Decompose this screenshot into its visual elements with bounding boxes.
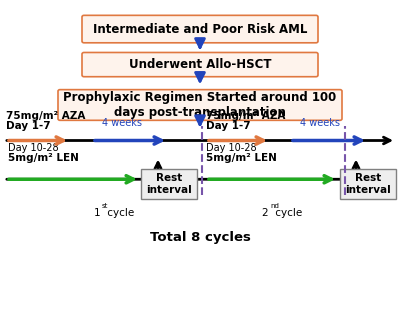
Text: 75mg/m² AZA: 75mg/m² AZA xyxy=(206,111,285,121)
Text: Day 10-28: Day 10-28 xyxy=(8,143,59,153)
Text: 4 weeks: 4 weeks xyxy=(300,118,340,128)
Text: st: st xyxy=(102,203,108,210)
Text: Underwent Allo-HSCT: Underwent Allo-HSCT xyxy=(129,58,271,71)
FancyBboxPatch shape xyxy=(340,169,396,199)
Text: cycle: cycle xyxy=(272,208,302,218)
Text: 5mg/m² LEN: 5mg/m² LEN xyxy=(206,153,277,163)
Text: Prophylaxic Regimen Started around 100
days post-transplantation: Prophylaxic Regimen Started around 100 d… xyxy=(63,91,337,119)
Text: 5mg/m² LEN: 5mg/m² LEN xyxy=(8,153,79,163)
Text: Intermediate and Poor Risk AML: Intermediate and Poor Risk AML xyxy=(93,23,307,36)
Text: Day 1-7: Day 1-7 xyxy=(206,121,251,131)
Text: Rest
interval: Rest interval xyxy=(345,173,391,195)
Text: Day 1-7: Day 1-7 xyxy=(6,121,51,131)
Text: cycle: cycle xyxy=(104,208,134,218)
Text: 1: 1 xyxy=(93,208,100,218)
Text: 2: 2 xyxy=(261,208,268,218)
Text: 4 weeks: 4 weeks xyxy=(102,118,142,128)
Text: Day 10-28: Day 10-28 xyxy=(206,143,257,153)
Text: 75mg/m² AZA: 75mg/m² AZA xyxy=(6,111,85,121)
FancyBboxPatch shape xyxy=(82,52,318,77)
FancyBboxPatch shape xyxy=(58,89,342,120)
Text: Rest
interval: Rest interval xyxy=(146,173,192,195)
FancyBboxPatch shape xyxy=(141,169,197,199)
Text: nd: nd xyxy=(270,203,279,210)
FancyBboxPatch shape xyxy=(82,15,318,43)
Text: Total 8 cycles: Total 8 cycles xyxy=(150,231,250,244)
